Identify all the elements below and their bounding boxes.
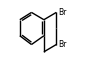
Text: Br: Br — [58, 8, 66, 17]
Text: Br: Br — [58, 40, 66, 49]
